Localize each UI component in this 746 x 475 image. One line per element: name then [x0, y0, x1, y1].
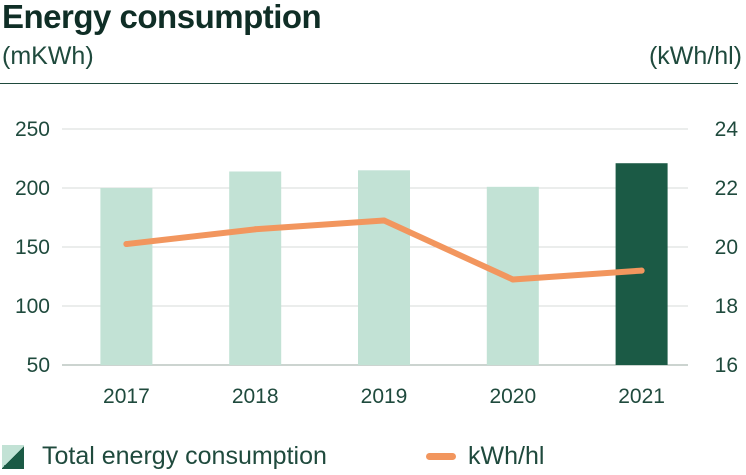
x-tick-label: 2021	[618, 385, 665, 408]
bar	[615, 163, 668, 365]
y-right-tick-label: 20	[715, 236, 738, 259]
legend-item-total-energy: Total energy consumption	[2, 442, 327, 471]
y-left-tick-label: 200	[15, 177, 50, 200]
x-tick-label: 2019	[361, 385, 408, 408]
right-axis-unit: (kWh/hl)	[648, 42, 742, 70]
kwh-hl-point	[381, 217, 387, 224]
bar	[100, 188, 153, 365]
y-left-tick-label: 100	[15, 295, 50, 318]
kwh-hl-point	[123, 241, 130, 248]
legend-item-kwh-hl: kWh/hl	[426, 442, 544, 471]
y-left-tick-label: 250	[15, 118, 50, 141]
y-left-tick-label: 50	[27, 354, 50, 377]
x-tick-label: 2020	[489, 385, 536, 408]
y-right-tick-label: 16	[715, 354, 738, 377]
y-right-tick-label: 18	[715, 295, 738, 318]
kwh-hl-point	[638, 267, 645, 274]
legend: Total energy consumption kWh/hl	[0, 440, 746, 475]
left-axis-unit: (mKWh)	[2, 42, 94, 70]
bar	[358, 170, 410, 365]
title-divider	[0, 83, 738, 84]
x-tick-label: 2018	[232, 385, 279, 408]
legend-bar-swatch-icon	[2, 444, 24, 469]
y-right-tick-label: 22	[715, 177, 738, 200]
x-tick-label: 2017	[103, 385, 150, 408]
legend-line-swatch-icon	[426, 453, 456, 460]
kwh-hl-point	[509, 276, 516, 283]
y-left-tick-label: 150	[15, 236, 50, 259]
kwh-hl-point	[252, 226, 259, 233]
chart-title: Energy consumption	[2, 0, 322, 35]
bar	[229, 171, 282, 365]
legend-label-kwh-hl: kWh/hl	[468, 442, 545, 470]
y-right-tick-label: 24	[715, 118, 739, 141]
legend-label-total-energy: Total energy consumption	[42, 442, 327, 470]
